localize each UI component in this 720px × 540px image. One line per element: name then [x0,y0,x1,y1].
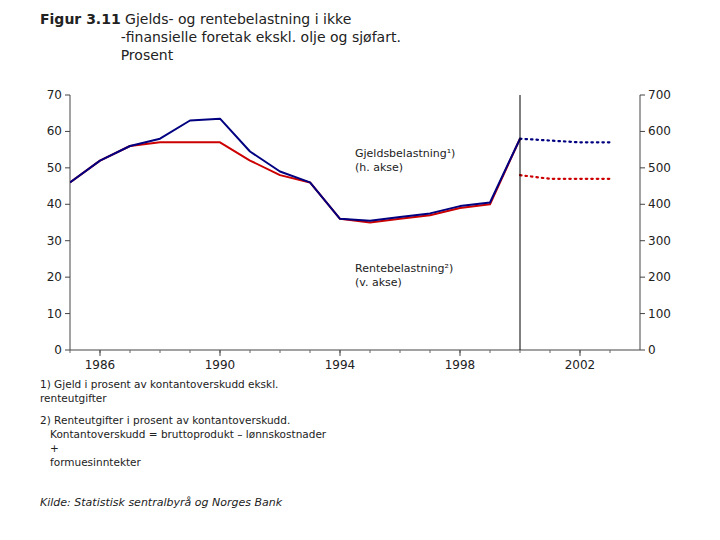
y2-tick [640,350,645,351]
y2-tick [640,204,645,205]
y2-tick [640,131,645,132]
x-minor-tick [130,350,131,353]
footnote: 1) Gjeld i prosent av kontantoverskudd e… [40,378,278,404]
annotation: Rentebelastning²)(v. akse) [355,262,453,289]
y-tick [65,277,70,278]
y2-tick [640,277,645,278]
y2-tick-label: 400 [648,197,671,211]
subtitle-line: -finansielle foretak ekskl. olje og sjøf… [121,29,401,45]
annotation-line: (h. akse) [355,161,403,174]
annotation-line: (v. akse) [355,276,402,289]
y-tick [65,350,70,351]
y2-tick-label: 0 [648,343,656,357]
y2-tick-label: 500 [648,161,671,175]
series-line [70,139,520,223]
plot-area [70,95,610,350]
x-axis-line [70,350,640,351]
y-tick-label: 60 [47,124,62,138]
x-tick [100,350,101,356]
y2-tick [640,167,645,168]
y2-axis-line [640,95,641,350]
source: Kilde: Statistisk sentralbyrå og Norges … [40,496,283,509]
footnote-line: + [40,442,59,454]
x-tick-label: 2002 [565,358,596,372]
axes: 1986199019941998200201020304050607001002… [47,88,671,372]
y-tick [65,240,70,241]
x-tick-label: 1994 [325,358,356,372]
y2-tick-label: 100 [648,307,671,321]
x-minor-tick [430,350,431,353]
x-tick-label: 1998 [445,358,476,372]
series-line [520,139,610,143]
x-tick [220,350,221,356]
x-tick [460,350,461,356]
y2-tick-label: 300 [648,234,671,248]
footnote-line: renteutgifter [40,392,107,404]
y-tick [65,95,70,96]
x-minor-tick [400,350,401,353]
footnote-line: Kontantoverskudd = bruttoprodukt – lønns… [40,428,327,440]
x-minor-tick [550,350,551,353]
y-tick-label: 70 [47,88,62,102]
x-minor-tick [190,350,191,353]
x-minor-tick [280,350,281,353]
title: Figur 3.11 [40,11,121,27]
vertical-line [520,95,521,350]
series-line [520,175,610,179]
y-tick-label: 40 [47,197,62,211]
y-tick-label: 10 [47,307,62,321]
y-tick-label: 0 [54,343,62,357]
y-tick-label: 50 [47,161,62,175]
footnote-line: 1) Gjeld i prosent av kontantoverskudd e… [40,378,278,390]
x-minor-tick [610,350,611,353]
subtitle: Gjelds- og rentebelastning i ikke -finans… [121,11,401,63]
y-tick [65,204,70,205]
x-minor-tick [490,350,491,353]
y2-tick [640,313,645,314]
y-axis-line [70,95,71,350]
y-tick-label: 20 [47,270,62,284]
y2-tick [640,240,645,241]
y2-tick-label: 700 [648,88,671,102]
subtitle-line: Prosent [121,47,174,63]
x-minor-tick [310,350,311,353]
footnote-line: 2) Renteutgifter i prosent av kontantove… [40,414,290,426]
x-minor-tick [160,350,161,353]
y-tick-label: 30 [47,234,62,248]
x-tick [580,350,581,356]
y-tick [65,131,70,132]
annotation-line: Gjeldsbelastning¹) [355,147,455,160]
annotation-line: Rentebelastning²) [355,262,453,275]
x-minor-tick [370,350,371,353]
y-tick [65,167,70,168]
annotation: Gjeldsbelastning¹)(h. akse) [355,147,455,174]
x-minor-tick [250,350,251,353]
y2-tick-label: 200 [648,270,671,284]
series-line [70,119,520,221]
x-tick [340,350,341,356]
y2-tick [640,95,645,96]
x-tick-label: 1986 [85,358,116,372]
footnote-line: formuesinntekter [40,456,142,468]
x-tick-label: 1990 [205,358,236,372]
footnote: 2) Renteutgifter i prosent av kontantove… [40,414,327,468]
y2-tick-label: 600 [648,124,671,138]
chart: Figur 3.11 Gjelds- og rentebelastning i … [0,0,720,540]
x-minor-tick [520,350,521,353]
y-tick [65,313,70,314]
subtitle-line: Gjelds- og rentebelastning i ikke [121,11,352,27]
